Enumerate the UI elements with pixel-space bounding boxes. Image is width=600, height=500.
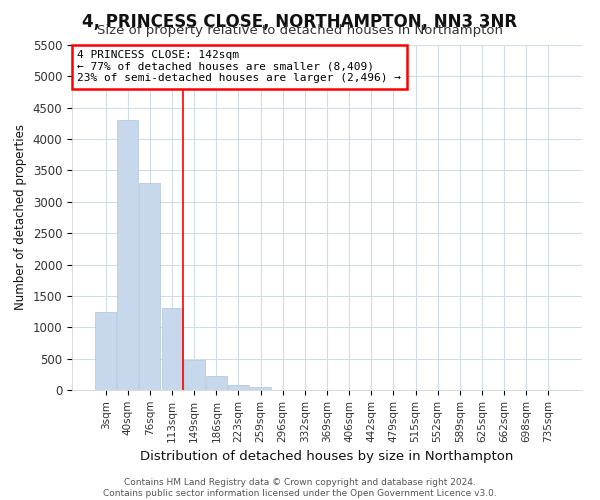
Bar — [228, 385, 249, 390]
Text: Size of property relative to detached houses in Northampton: Size of property relative to detached ho… — [97, 24, 503, 37]
Bar — [139, 183, 160, 390]
Y-axis label: Number of detached properties: Number of detached properties — [14, 124, 27, 310]
Bar — [206, 376, 227, 390]
Bar — [184, 360, 205, 390]
X-axis label: Distribution of detached houses by size in Northampton: Distribution of detached houses by size … — [140, 450, 514, 463]
Bar — [250, 387, 271, 390]
Bar — [118, 120, 139, 390]
Text: 4, PRINCESS CLOSE, NORTHAMPTON, NN3 3NR: 4, PRINCESS CLOSE, NORTHAMPTON, NN3 3NR — [82, 12, 518, 30]
Bar — [161, 308, 182, 390]
Bar — [95, 312, 116, 390]
Text: 4 PRINCESS CLOSE: 142sqm
← 77% of detached houses are smaller (8,409)
23% of sem: 4 PRINCESS CLOSE: 142sqm ← 77% of detach… — [77, 50, 401, 84]
Text: Contains HM Land Registry data © Crown copyright and database right 2024.
Contai: Contains HM Land Registry data © Crown c… — [103, 478, 497, 498]
